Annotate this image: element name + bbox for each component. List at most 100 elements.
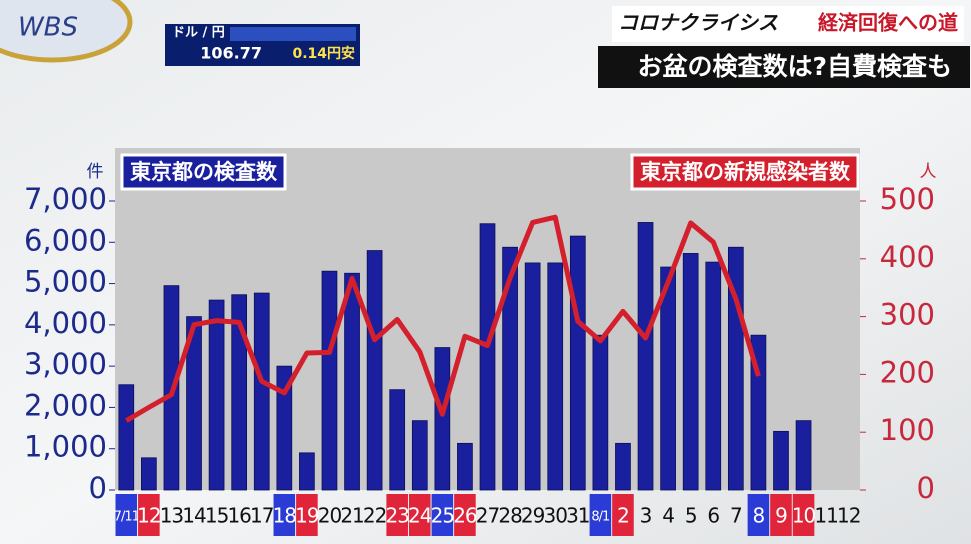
bar xyxy=(569,235,586,491)
line xyxy=(125,214,761,423)
bar xyxy=(344,272,360,491)
x-tick-label: 4 xyxy=(662,504,674,528)
category-label-bg xyxy=(273,494,296,536)
bar xyxy=(231,294,248,491)
category-label-bg xyxy=(431,494,454,536)
bar xyxy=(524,262,541,491)
y-tick-label: 3,000 xyxy=(24,347,107,381)
x-tick-label: 7/11 xyxy=(114,510,140,525)
x-tick-label: 8/1 xyxy=(591,510,610,525)
bar xyxy=(547,262,564,491)
category-label-bg xyxy=(747,494,770,536)
subtitle: お盆の検査数は?自費検査も xyxy=(637,52,952,81)
bar xyxy=(366,250,383,491)
bar xyxy=(592,334,609,491)
bar xyxy=(253,292,270,491)
x-tick-label: 17 xyxy=(250,504,274,528)
bar xyxy=(141,457,157,491)
program: コロナクライシス xyxy=(618,11,778,35)
category-label-bg xyxy=(589,494,612,536)
bar xyxy=(479,223,496,491)
bar xyxy=(795,420,812,491)
legend-box xyxy=(630,153,860,191)
x-tick-label: 8 xyxy=(753,504,765,528)
logo: WBS xyxy=(18,13,78,43)
bar xyxy=(411,420,428,491)
bar xyxy=(705,261,722,491)
x-tick-label: 24 xyxy=(408,504,432,528)
category-label-bg xyxy=(612,494,634,536)
x-tick-label: 13 xyxy=(160,504,184,528)
bar xyxy=(660,266,676,491)
y2-tick-label: 500 xyxy=(880,182,935,216)
x-tick-label: 18 xyxy=(273,504,297,528)
x-tick-label: 29 xyxy=(521,504,545,528)
legend-label: 東京都の新規感染者数 xyxy=(640,160,851,184)
bar xyxy=(637,222,654,491)
x-tick-label: 23 xyxy=(385,504,409,528)
ticker-pair: ドル / 円 xyxy=(172,26,225,41)
bar xyxy=(208,299,225,491)
logo-badge xyxy=(0,0,133,63)
x-tick-label: 27 xyxy=(476,504,500,528)
y-tick-label: 2,000 xyxy=(24,388,107,422)
x-tick-label: 21 xyxy=(340,504,363,528)
x-tick-label: 7 xyxy=(730,504,742,528)
x-tick-label: 3 xyxy=(640,504,652,528)
bar xyxy=(299,452,315,491)
legend-item: 東京都の新規感染者数 xyxy=(630,153,860,191)
y-tick-label: 1,000 xyxy=(24,430,107,464)
ticker-strip xyxy=(230,27,356,41)
x-tick-label: 28 xyxy=(498,504,522,528)
x-tick-label: 19 xyxy=(295,504,319,528)
category-label-bg xyxy=(138,494,160,536)
bar xyxy=(186,316,202,491)
bar xyxy=(502,246,518,491)
category-label-bg xyxy=(115,494,138,536)
legend-item: 東京都の検査数 xyxy=(120,153,287,191)
x-tick-label: 9 xyxy=(775,504,787,528)
x-tick-label: 26 xyxy=(453,504,477,528)
y2-tick-label: 0 xyxy=(917,471,935,505)
category-label-bg xyxy=(770,494,792,536)
bar xyxy=(118,384,135,491)
category-label-bg xyxy=(386,494,408,536)
ticker-rate: 106.77 xyxy=(200,44,262,63)
bar xyxy=(321,270,338,491)
x-tick-label: 30 xyxy=(544,504,568,528)
y-tick-label: 7,000 xyxy=(24,182,107,216)
bar xyxy=(750,334,767,491)
x-tick-label: 11 xyxy=(814,504,837,528)
y2-tick-label: 300 xyxy=(880,298,935,332)
y-tick-label: 6,000 xyxy=(24,223,107,257)
legend-box xyxy=(120,153,287,191)
x-tick-label: 12 xyxy=(137,504,160,528)
bar xyxy=(773,430,789,491)
bar xyxy=(682,253,699,491)
category-label-bg xyxy=(408,494,431,536)
ticker-change: 0.14円安 xyxy=(292,45,355,62)
legend-label: 東京都の検査数 xyxy=(130,160,278,184)
x-tick-label: 16 xyxy=(227,504,251,528)
y-axis-unit: 件 xyxy=(87,162,104,182)
bar xyxy=(615,442,631,491)
x-tick-label: 22 xyxy=(363,504,386,528)
x-tick-label: 6 xyxy=(707,504,719,528)
x-tick-label: 2 xyxy=(617,504,629,528)
x-tick-label: 20 xyxy=(318,504,342,528)
y-tick-label: 4,000 xyxy=(24,306,107,340)
category-label-bg xyxy=(454,494,476,536)
x-tick-label: 31 xyxy=(566,504,589,528)
y2-tick-label: 100 xyxy=(880,413,935,447)
y-tick-label: 0 xyxy=(89,471,107,505)
x-tick-label: 5 xyxy=(685,504,697,528)
y-tick-label: 5,000 xyxy=(24,265,107,299)
segment: 経済回復への道 xyxy=(818,11,958,35)
bar xyxy=(457,442,473,491)
category-label-bg xyxy=(792,494,815,536)
x-tick-label: 15 xyxy=(205,504,228,528)
subtitle-box xyxy=(598,46,970,88)
bar xyxy=(389,389,406,491)
